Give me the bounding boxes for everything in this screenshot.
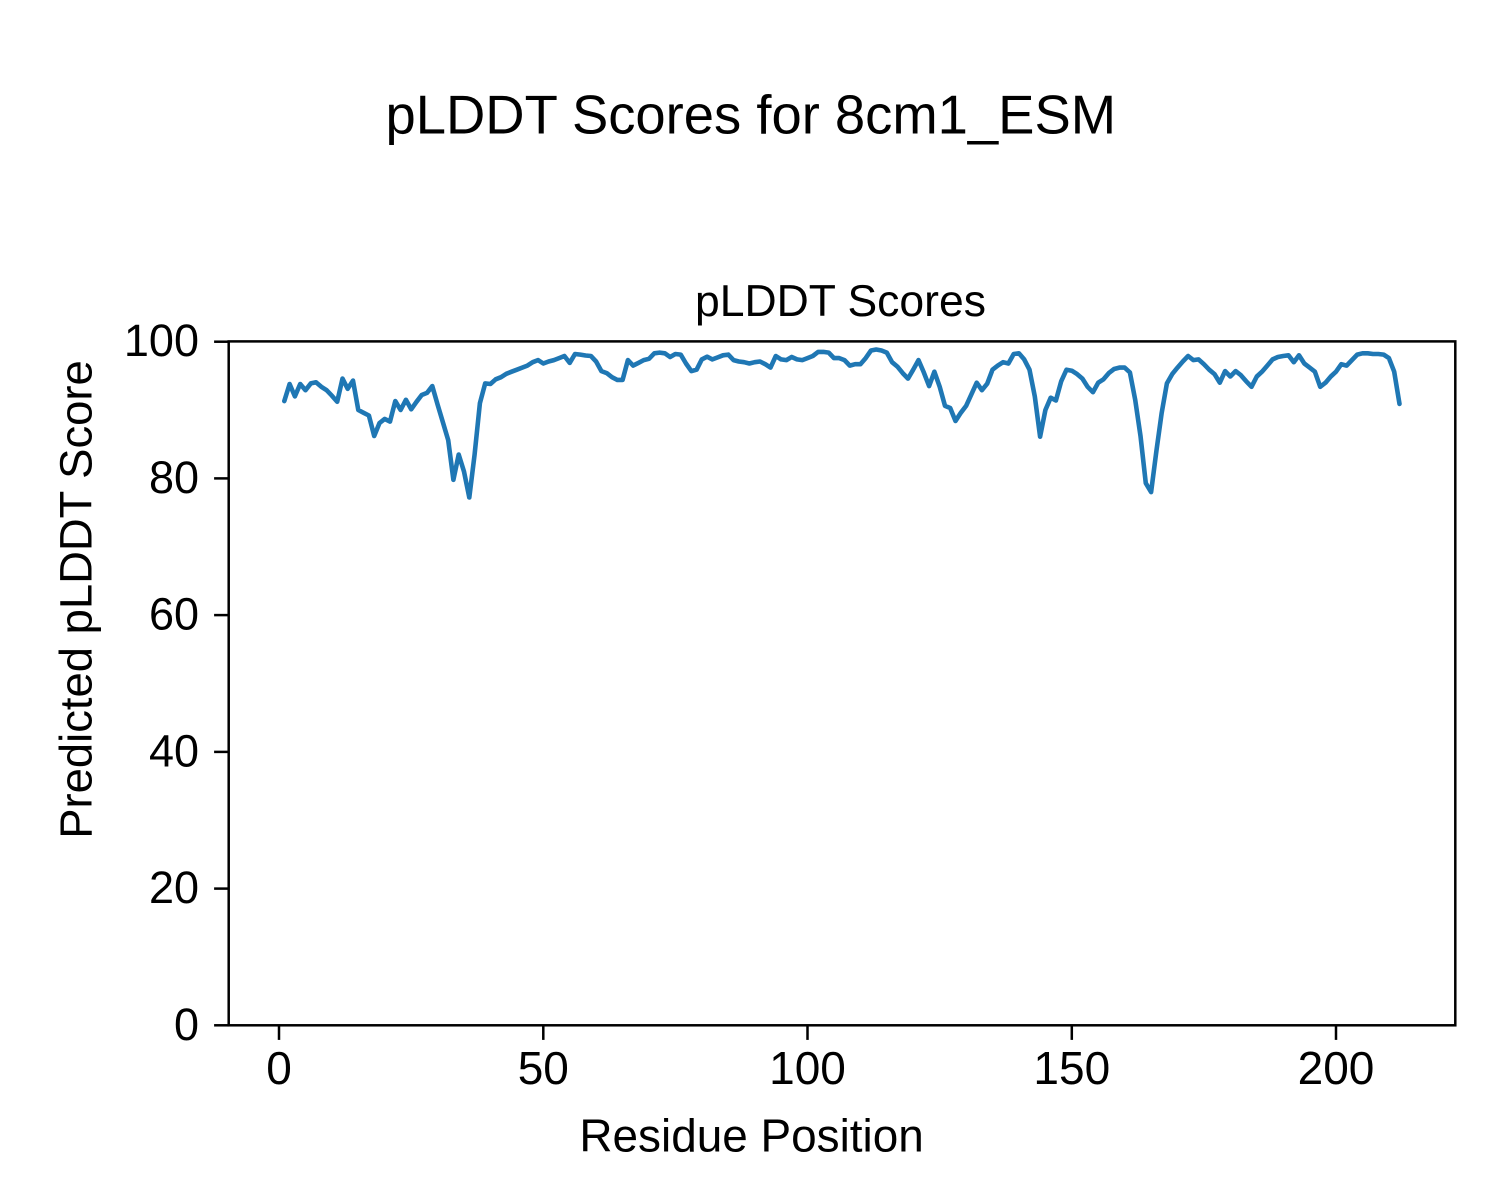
svg-text:Residue Position: Residue Position xyxy=(579,1109,923,1161)
svg-text:pLDDT Scores: pLDDT Scores xyxy=(695,277,986,326)
svg-text:Predicted pLDDT Score: Predicted pLDDT Score xyxy=(51,360,102,839)
svg-text:150: 150 xyxy=(1033,1042,1110,1094)
svg-text:100: 100 xyxy=(769,1042,846,1094)
svg-text:80: 80 xyxy=(149,452,199,503)
svg-text:0: 0 xyxy=(174,999,199,1050)
svg-text:50: 50 xyxy=(518,1042,569,1094)
svg-text:pLDDT Scores for 8cm1_ESM: pLDDT Scores for 8cm1_ESM xyxy=(386,85,1117,146)
svg-text:200: 200 xyxy=(1298,1042,1375,1094)
svg-text:100: 100 xyxy=(124,315,199,366)
svg-text:60: 60 xyxy=(149,589,199,640)
svg-text:20: 20 xyxy=(149,862,199,913)
svg-text:40: 40 xyxy=(149,725,199,776)
svg-text:0: 0 xyxy=(266,1042,292,1094)
